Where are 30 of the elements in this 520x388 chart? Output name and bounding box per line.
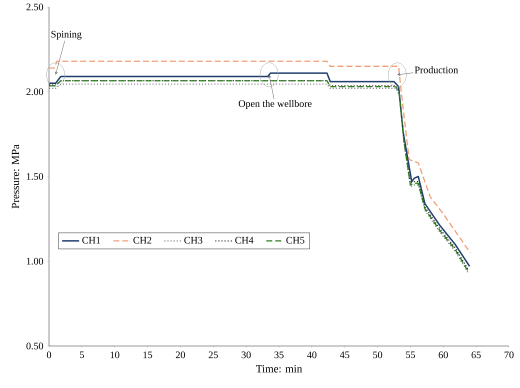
y-tick-label: 2.00 <box>26 88 44 96</box>
y-axis-title: Pressure: MPa <box>12 144 20 208</box>
x-axis-title: Time: min <box>256 365 302 372</box>
x-tick-label: 65 <box>472 352 481 358</box>
x-tick-label: 10 <box>110 352 120 358</box>
legend-label: CH2 <box>133 236 152 244</box>
x-tick-label: 55 <box>406 352 416 358</box>
annotation: Spining <box>51 30 82 40</box>
legend-label: CH1 <box>82 236 100 244</box>
y-tick-label: 0.50 <box>26 342 44 350</box>
x-tick-label: 35 <box>274 352 284 358</box>
x-tick-label: 5 <box>80 352 84 358</box>
x-tick-label: 20 <box>176 352 186 358</box>
x-tick-label: 25 <box>208 352 218 358</box>
x-tick-label: 70 <box>504 352 514 358</box>
annotation: Production <box>414 66 458 74</box>
y-tick-label: 1.00 <box>26 258 44 265</box>
annotation: Open the wellbore <box>238 100 312 110</box>
y-tick-label: 2.50 <box>26 4 44 10</box>
x-tick-label: 40 <box>307 352 316 358</box>
legend-label: CH5 <box>286 236 304 244</box>
x-tick-label: 50 <box>373 352 382 358</box>
legend-label: CH4 <box>235 236 254 244</box>
x-tick-label: 15 <box>143 352 152 358</box>
x-tick-label: 30 <box>242 352 251 358</box>
legend-label: CH3 <box>184 236 202 244</box>
x-tick-label: 45 <box>340 352 350 358</box>
y-tick-label: 1.50 <box>26 173 44 180</box>
x-tick-label: 60 <box>438 352 448 358</box>
x-tick-label: 0 <box>46 352 52 358</box>
